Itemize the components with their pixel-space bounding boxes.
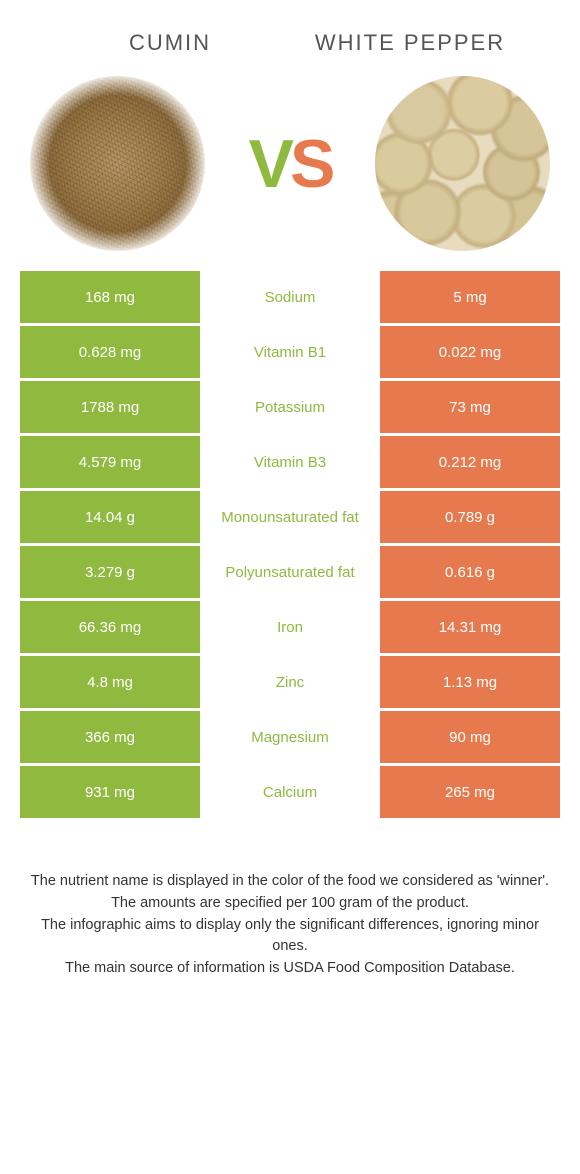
footer-notes: The nutrient name is displayed in the co… — [0, 821, 580, 980]
white-pepper-image — [375, 76, 550, 251]
right-value: 0.022 mg — [380, 326, 560, 378]
right-value: 1.13 mg — [380, 656, 560, 708]
header: Cumin White Pepper — [0, 0, 580, 66]
nutrient-name: Vitamin B1 — [200, 326, 380, 378]
nutrient-name: Sodium — [200, 271, 380, 323]
vs-label: VS — [249, 125, 332, 203]
right-value: 90 mg — [380, 711, 560, 763]
nutrient-name: Magnesium — [200, 711, 380, 763]
footer-line: The infographic aims to display only the… — [28, 915, 552, 959]
left-value: 168 mg — [20, 271, 200, 323]
left-value: 3.279 g — [20, 546, 200, 598]
table-row: 931 mgCalcium265 mg — [20, 766, 560, 818]
left-value: 366 mg — [20, 711, 200, 763]
left-value: 4.8 mg — [20, 656, 200, 708]
right-food-title: White Pepper — [290, 30, 530, 56]
table-row: 168 mgSodium5 mg — [20, 271, 560, 323]
right-value: 73 mg — [380, 381, 560, 433]
left-value: 0.628 mg — [20, 326, 200, 378]
table-row: 3.279 gPolyunsaturated fat0.616 g — [20, 546, 560, 598]
nutrient-table: 168 mgSodium5 mg0.628 mgVitamin B10.022 … — [0, 271, 580, 818]
left-value: 66.36 mg — [20, 601, 200, 653]
table-row: 4.579 mgVitamin B30.212 mg — [20, 436, 560, 488]
right-value: 0.789 g — [380, 491, 560, 543]
right-value: 0.616 g — [380, 546, 560, 598]
table-row: 0.628 mgVitamin B10.022 mg — [20, 326, 560, 378]
nutrient-name: Zinc — [200, 656, 380, 708]
right-value: 5 mg — [380, 271, 560, 323]
table-row: 14.04 gMonounsaturated fat0.789 g — [20, 491, 560, 543]
images-row: VS — [0, 66, 580, 271]
nutrient-name: Calcium — [200, 766, 380, 818]
table-row: 66.36 mgIron14.31 mg — [20, 601, 560, 653]
left-value: 4.579 mg — [20, 436, 200, 488]
footer-line: The nutrient name is displayed in the co… — [28, 871, 552, 893]
vs-v: V — [249, 126, 290, 202]
nutrient-name: Iron — [200, 601, 380, 653]
footer-line: The main source of information is USDA F… — [28, 958, 552, 980]
table-row: 1788 mgPotassium73 mg — [20, 381, 560, 433]
cumin-image — [30, 76, 205, 251]
left-value: 1788 mg — [20, 381, 200, 433]
nutrient-name: Potassium — [200, 381, 380, 433]
left-value: 14.04 g — [20, 491, 200, 543]
nutrient-name: Polyunsaturated fat — [200, 546, 380, 598]
nutrient-name: Vitamin B3 — [200, 436, 380, 488]
vs-s: S — [290, 126, 331, 202]
right-value: 265 mg — [380, 766, 560, 818]
table-row: 4.8 mgZinc1.13 mg — [20, 656, 560, 708]
left-value: 931 mg — [20, 766, 200, 818]
right-value: 0.212 mg — [380, 436, 560, 488]
nutrient-name: Monounsaturated fat — [200, 491, 380, 543]
table-row: 366 mgMagnesium90 mg — [20, 711, 560, 763]
footer-line: The amounts are specified per 100 gram o… — [28, 893, 552, 915]
left-food-title: Cumin — [50, 30, 290, 56]
right-value: 14.31 mg — [380, 601, 560, 653]
